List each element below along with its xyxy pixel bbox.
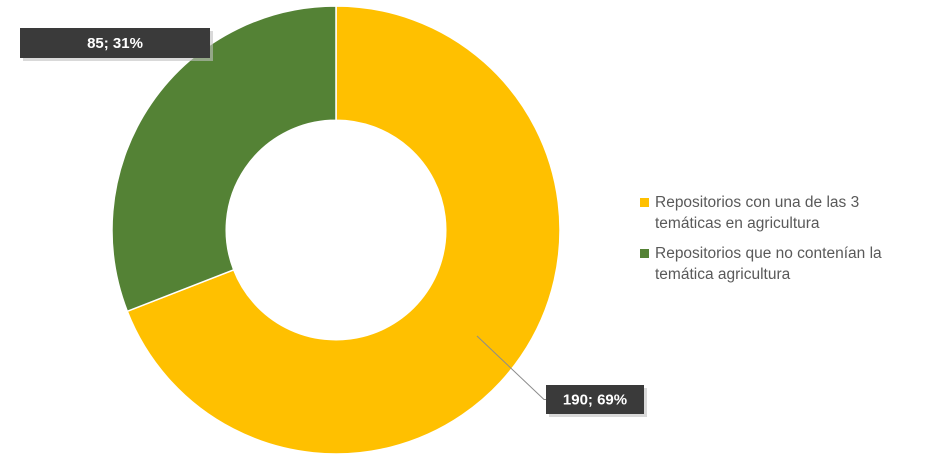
leader-lines <box>476 335 546 400</box>
donut-slice-0 <box>126 5 561 455</box>
legend: Repositorios con una de las 3 temáticas … <box>640 192 925 294</box>
data-label-box-0 <box>546 385 644 414</box>
legend-swatch-green <box>640 249 649 258</box>
data-label-text-0: 190; 69% <box>563 392 627 409</box>
data-labels: 190; 69% 85; 31% <box>20 28 647 417</box>
data-label-text-1: 85; 31% <box>87 35 143 52</box>
legend-item-agricultura: Repositorios con una de las 3 temáticas … <box>640 192 925 234</box>
legend-swatch-yellow <box>640 198 649 207</box>
donut-slices <box>111 5 561 455</box>
donut-slice-1 <box>111 5 337 313</box>
leader-line-0 <box>476 335 546 400</box>
legend-label: Repositorios con una de las 3 temáticas … <box>655 194 860 232</box>
legend-label: Repositorios que no contenían la temátic… <box>655 245 882 283</box>
legend-item-no-agricultura: Repositorios que no contenían la temátic… <box>640 243 925 285</box>
data-label-box-1 <box>20 28 210 58</box>
